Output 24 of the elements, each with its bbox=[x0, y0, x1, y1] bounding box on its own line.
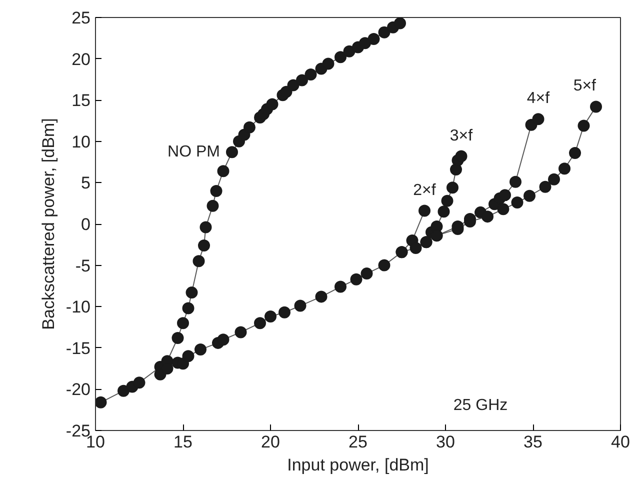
x-axis-title: Input power, [dBm] bbox=[287, 456, 429, 474]
series-label: 3×f bbox=[450, 127, 474, 144]
y-axis-title: Backscattered power, [dBm] bbox=[38, 118, 58, 330]
y-tick-label: -10 bbox=[66, 298, 91, 317]
x-tick-label: 35 bbox=[524, 432, 542, 452]
x-tick-label: 15 bbox=[174, 432, 192, 452]
y-tick-label: -20 bbox=[66, 380, 91, 400]
y-tick-label: 10 bbox=[72, 132, 91, 152]
y-tick-label: 15 bbox=[72, 91, 91, 110]
y-tick-label: -5 bbox=[75, 256, 91, 276]
series-label: NO PM bbox=[168, 144, 220, 161]
series-label: 5×f bbox=[573, 78, 597, 95]
y-tick-label: 0 bbox=[81, 215, 91, 234]
annotation: 25 GHz bbox=[453, 397, 508, 414]
series-label: 4×f bbox=[526, 90, 550, 108]
series-label: 2×f bbox=[413, 182, 436, 199]
x-tick-label: 20 bbox=[261, 432, 280, 452]
y-tick-label: 5 bbox=[81, 174, 91, 193]
y-tick-label: 20 bbox=[72, 50, 91, 69]
x-tick-label: 40 bbox=[611, 432, 630, 452]
y-tick-label: 25 bbox=[72, 8, 91, 28]
y-tick-label: -15 bbox=[66, 338, 91, 358]
x-tick-label: 25 bbox=[348, 432, 368, 452]
x-tick-label: 30 bbox=[436, 432, 455, 452]
